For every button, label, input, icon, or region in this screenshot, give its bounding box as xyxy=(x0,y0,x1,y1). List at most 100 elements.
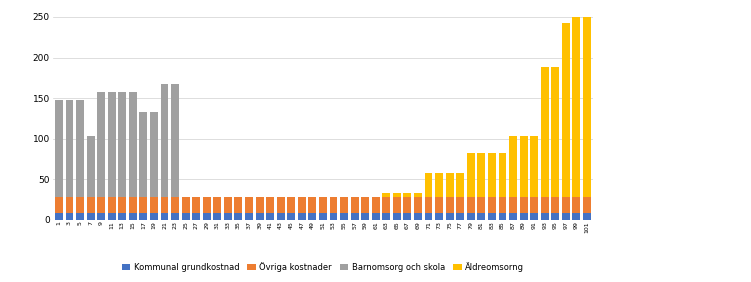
Bar xyxy=(97,92,105,197)
Bar xyxy=(266,213,274,220)
Bar xyxy=(65,213,74,220)
Bar xyxy=(245,197,253,213)
Bar xyxy=(424,173,433,197)
Bar xyxy=(171,197,179,213)
Bar xyxy=(319,213,327,220)
Bar xyxy=(224,197,232,213)
Bar xyxy=(361,213,369,220)
Bar xyxy=(161,83,168,197)
Bar xyxy=(224,213,232,220)
Bar xyxy=(351,197,358,213)
Bar xyxy=(403,213,412,220)
Bar xyxy=(245,213,253,220)
Bar xyxy=(499,153,506,197)
Bar xyxy=(562,23,570,197)
Bar xyxy=(382,193,391,197)
Bar xyxy=(393,193,401,197)
Bar xyxy=(298,197,306,213)
Bar xyxy=(457,213,464,220)
Bar xyxy=(119,197,126,213)
Bar xyxy=(213,197,222,213)
Bar xyxy=(107,92,116,197)
Bar xyxy=(445,173,454,197)
Bar xyxy=(171,83,179,197)
Bar xyxy=(276,213,285,220)
Bar xyxy=(551,213,559,220)
Bar xyxy=(76,100,84,197)
Bar xyxy=(530,136,538,197)
Bar xyxy=(520,213,527,220)
Bar xyxy=(393,197,401,213)
Bar xyxy=(541,197,549,213)
Bar xyxy=(414,193,422,197)
Bar xyxy=(551,197,559,213)
Bar xyxy=(129,92,137,197)
Bar xyxy=(572,197,581,213)
Bar xyxy=(488,213,496,220)
Bar xyxy=(340,213,348,220)
Bar xyxy=(457,173,464,197)
Bar xyxy=(266,197,274,213)
Bar xyxy=(403,193,412,197)
Bar xyxy=(203,213,211,220)
Bar xyxy=(530,197,538,213)
Bar xyxy=(393,213,401,220)
Bar xyxy=(382,197,391,213)
Bar xyxy=(119,92,126,197)
Bar xyxy=(76,213,84,220)
Bar xyxy=(140,197,147,213)
Bar xyxy=(86,213,95,220)
Bar xyxy=(150,197,158,213)
Bar xyxy=(403,197,412,213)
Bar xyxy=(509,213,517,220)
Bar xyxy=(340,197,348,213)
Bar xyxy=(298,213,306,220)
Bar xyxy=(86,136,95,197)
Bar xyxy=(478,153,485,197)
Bar xyxy=(509,136,517,197)
Bar xyxy=(276,197,285,213)
Bar xyxy=(361,197,369,213)
Bar xyxy=(583,0,591,197)
Bar xyxy=(288,213,295,220)
Bar xyxy=(478,197,485,213)
Bar xyxy=(488,197,496,213)
Bar xyxy=(424,197,433,213)
Bar xyxy=(445,213,454,220)
Bar xyxy=(150,213,158,220)
Bar xyxy=(182,197,189,213)
Bar xyxy=(562,197,570,213)
Bar xyxy=(234,197,243,213)
Bar xyxy=(255,213,264,220)
Bar xyxy=(530,213,538,220)
Bar xyxy=(55,213,63,220)
Bar xyxy=(351,213,358,220)
Bar xyxy=(382,213,391,220)
Bar xyxy=(150,112,158,197)
Bar xyxy=(309,197,316,213)
Bar xyxy=(435,213,443,220)
Bar xyxy=(107,213,116,220)
Bar xyxy=(234,213,243,220)
Bar xyxy=(445,197,454,213)
Bar xyxy=(583,213,591,220)
Bar xyxy=(541,67,549,197)
Bar xyxy=(467,213,475,220)
Bar xyxy=(572,10,581,197)
Bar xyxy=(192,197,201,213)
Bar xyxy=(65,197,74,213)
Bar xyxy=(55,197,63,213)
Bar xyxy=(499,213,506,220)
Bar xyxy=(520,136,527,197)
Bar xyxy=(509,197,517,213)
Bar xyxy=(572,213,581,220)
Bar xyxy=(541,213,549,220)
Bar xyxy=(520,197,527,213)
Bar xyxy=(129,197,137,213)
Bar xyxy=(107,197,116,213)
Bar xyxy=(97,213,105,220)
Bar xyxy=(161,213,168,220)
Bar xyxy=(140,112,147,197)
Bar xyxy=(182,213,189,220)
Bar xyxy=(372,213,380,220)
